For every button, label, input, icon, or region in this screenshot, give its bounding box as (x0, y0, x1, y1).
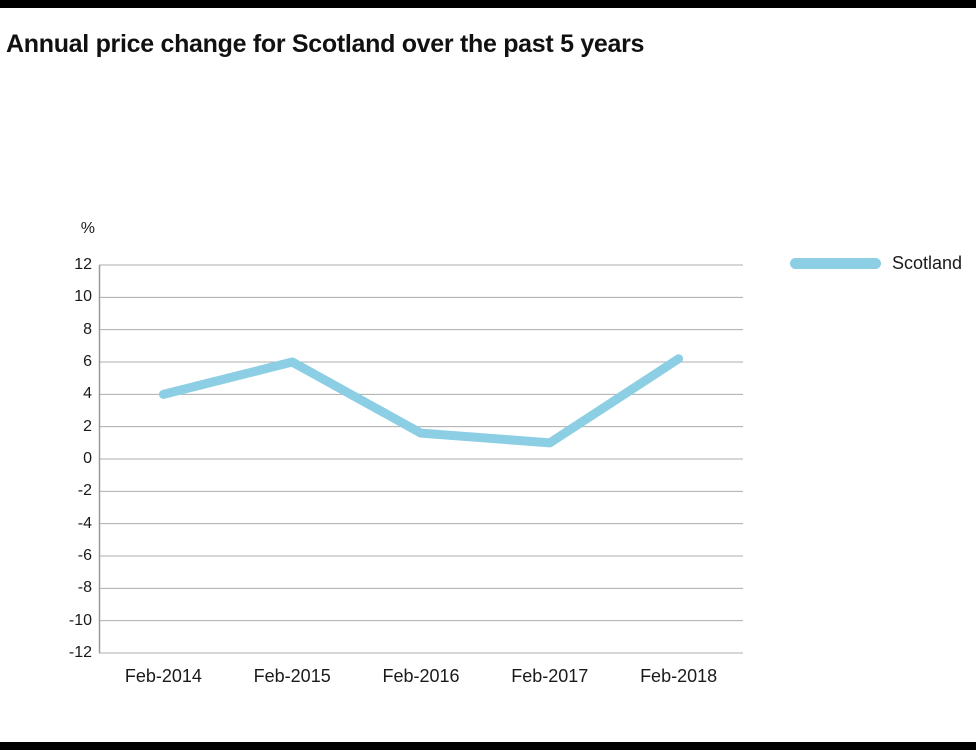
legend-label: Scotland (892, 252, 963, 273)
bottom-divider-bar (0, 742, 976, 750)
y-tick-label: 8 (83, 320, 92, 338)
y-axis-unit-label: % (80, 220, 95, 237)
y-tick-label: 6 (83, 353, 92, 370)
top-divider-bar (0, 0, 976, 8)
x-tick-label: Feb-2016 (382, 666, 460, 686)
y-tick-label: -12 (68, 644, 92, 661)
x-tick-label: Feb-2014 (124, 666, 202, 686)
x-tick-label: Feb-2015 (253, 666, 331, 686)
y-tick-label: -8 (77, 579, 92, 597)
series-line-scotland (158, 354, 684, 448)
y-tick-label: 4 (83, 385, 92, 403)
y-tick-label: 0 (83, 450, 92, 467)
y-tick-label: 10 (74, 288, 92, 306)
legend-line-swatch (790, 257, 881, 269)
y-tick-label: 2 (83, 417, 92, 435)
chart-title: Annual price change for Scotland over th… (6, 30, 645, 58)
legend: Scotland (790, 250, 962, 276)
x-tick-label: Feb-2017 (511, 666, 589, 686)
y-tick-label: -4 (77, 514, 92, 532)
y-tick-label: -2 (77, 482, 92, 500)
y-tick-label: -6 (77, 547, 92, 564)
y-tick-label: -10 (68, 611, 92, 629)
y-tick-label: 12 (74, 256, 92, 273)
x-tick-label: Feb-2018 (640, 666, 718, 686)
